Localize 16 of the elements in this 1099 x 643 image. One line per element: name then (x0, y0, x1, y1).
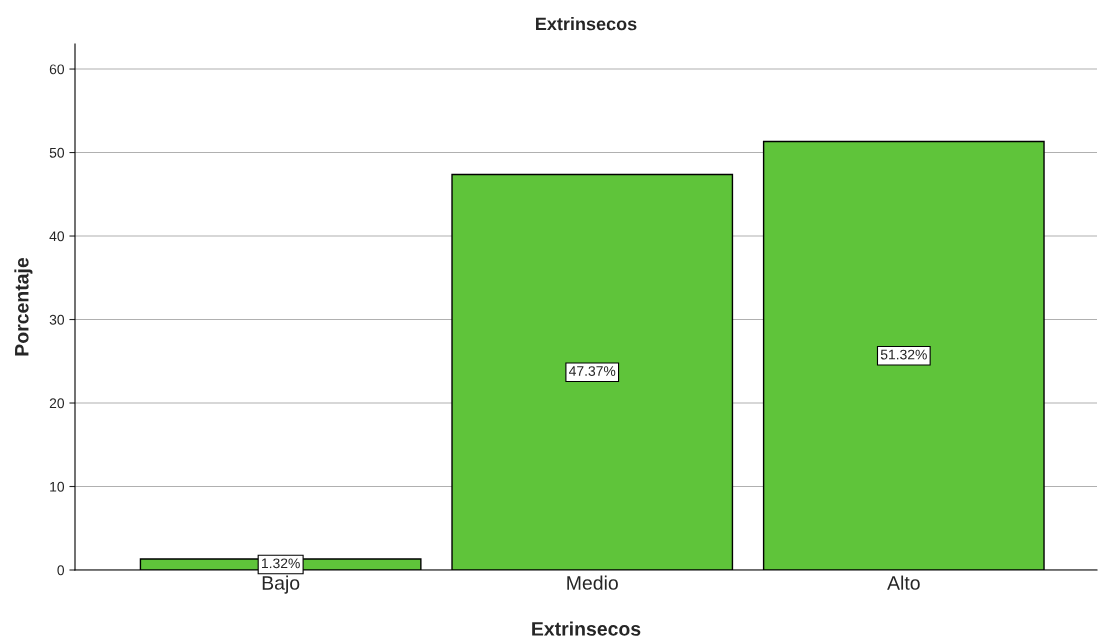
y-tick-label: 20 (49, 398, 65, 409)
y-tick-label: 30 (49, 314, 65, 325)
data-label: 47.37% (569, 366, 616, 376)
y-tick-label: 60 (49, 64, 65, 75)
data-label: 1.32% (262, 558, 300, 569)
y-axis-title: Porcentaje (14, 257, 33, 356)
y-tick-label: 40 (49, 231, 65, 242)
y-tick-label: 50 (49, 147, 65, 158)
x-tick-label: Bajo (262, 575, 300, 594)
x-tick-label: Medio (567, 575, 618, 590)
x-tick-label: Alto (887, 575, 920, 590)
y-tick-label: 10 (50, 481, 65, 492)
chart-title: Extrinsecos (536, 17, 637, 31)
data-label: 51.32% (880, 349, 927, 360)
y-tick-label: 0 (57, 565, 65, 576)
x-axis-title: Extrinsecos (532, 621, 641, 636)
